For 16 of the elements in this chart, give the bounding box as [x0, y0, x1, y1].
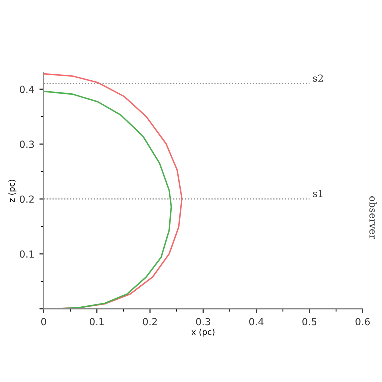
x-tick-label: 0.1 [90, 318, 104, 326]
x-axis-title: x (pc) [192, 328, 215, 337]
x-tick-label: 0.2 [143, 318, 158, 326]
y-tick-label: 0.2 [20, 196, 34, 204]
y-tick-label: 0.4 [20, 86, 34, 94]
x-tick-label: 0.4 [249, 318, 264, 326]
series-label: s1 [313, 190, 323, 198]
x-tick-label: 0.3 [196, 318, 210, 326]
x-tick-label: 0.5 [302, 318, 317, 326]
text: observer [370, 196, 378, 240]
x-tick-label: 0 [41, 318, 46, 326]
y-axis-title: z (pc) [8, 180, 17, 202]
y-tick-label: 0.1 [20, 250, 34, 258]
x-tick-label: 0.6 [356, 318, 370, 326]
y-tick-label: 0.3 [20, 140, 34, 148]
series-label: s2 [313, 74, 324, 82]
